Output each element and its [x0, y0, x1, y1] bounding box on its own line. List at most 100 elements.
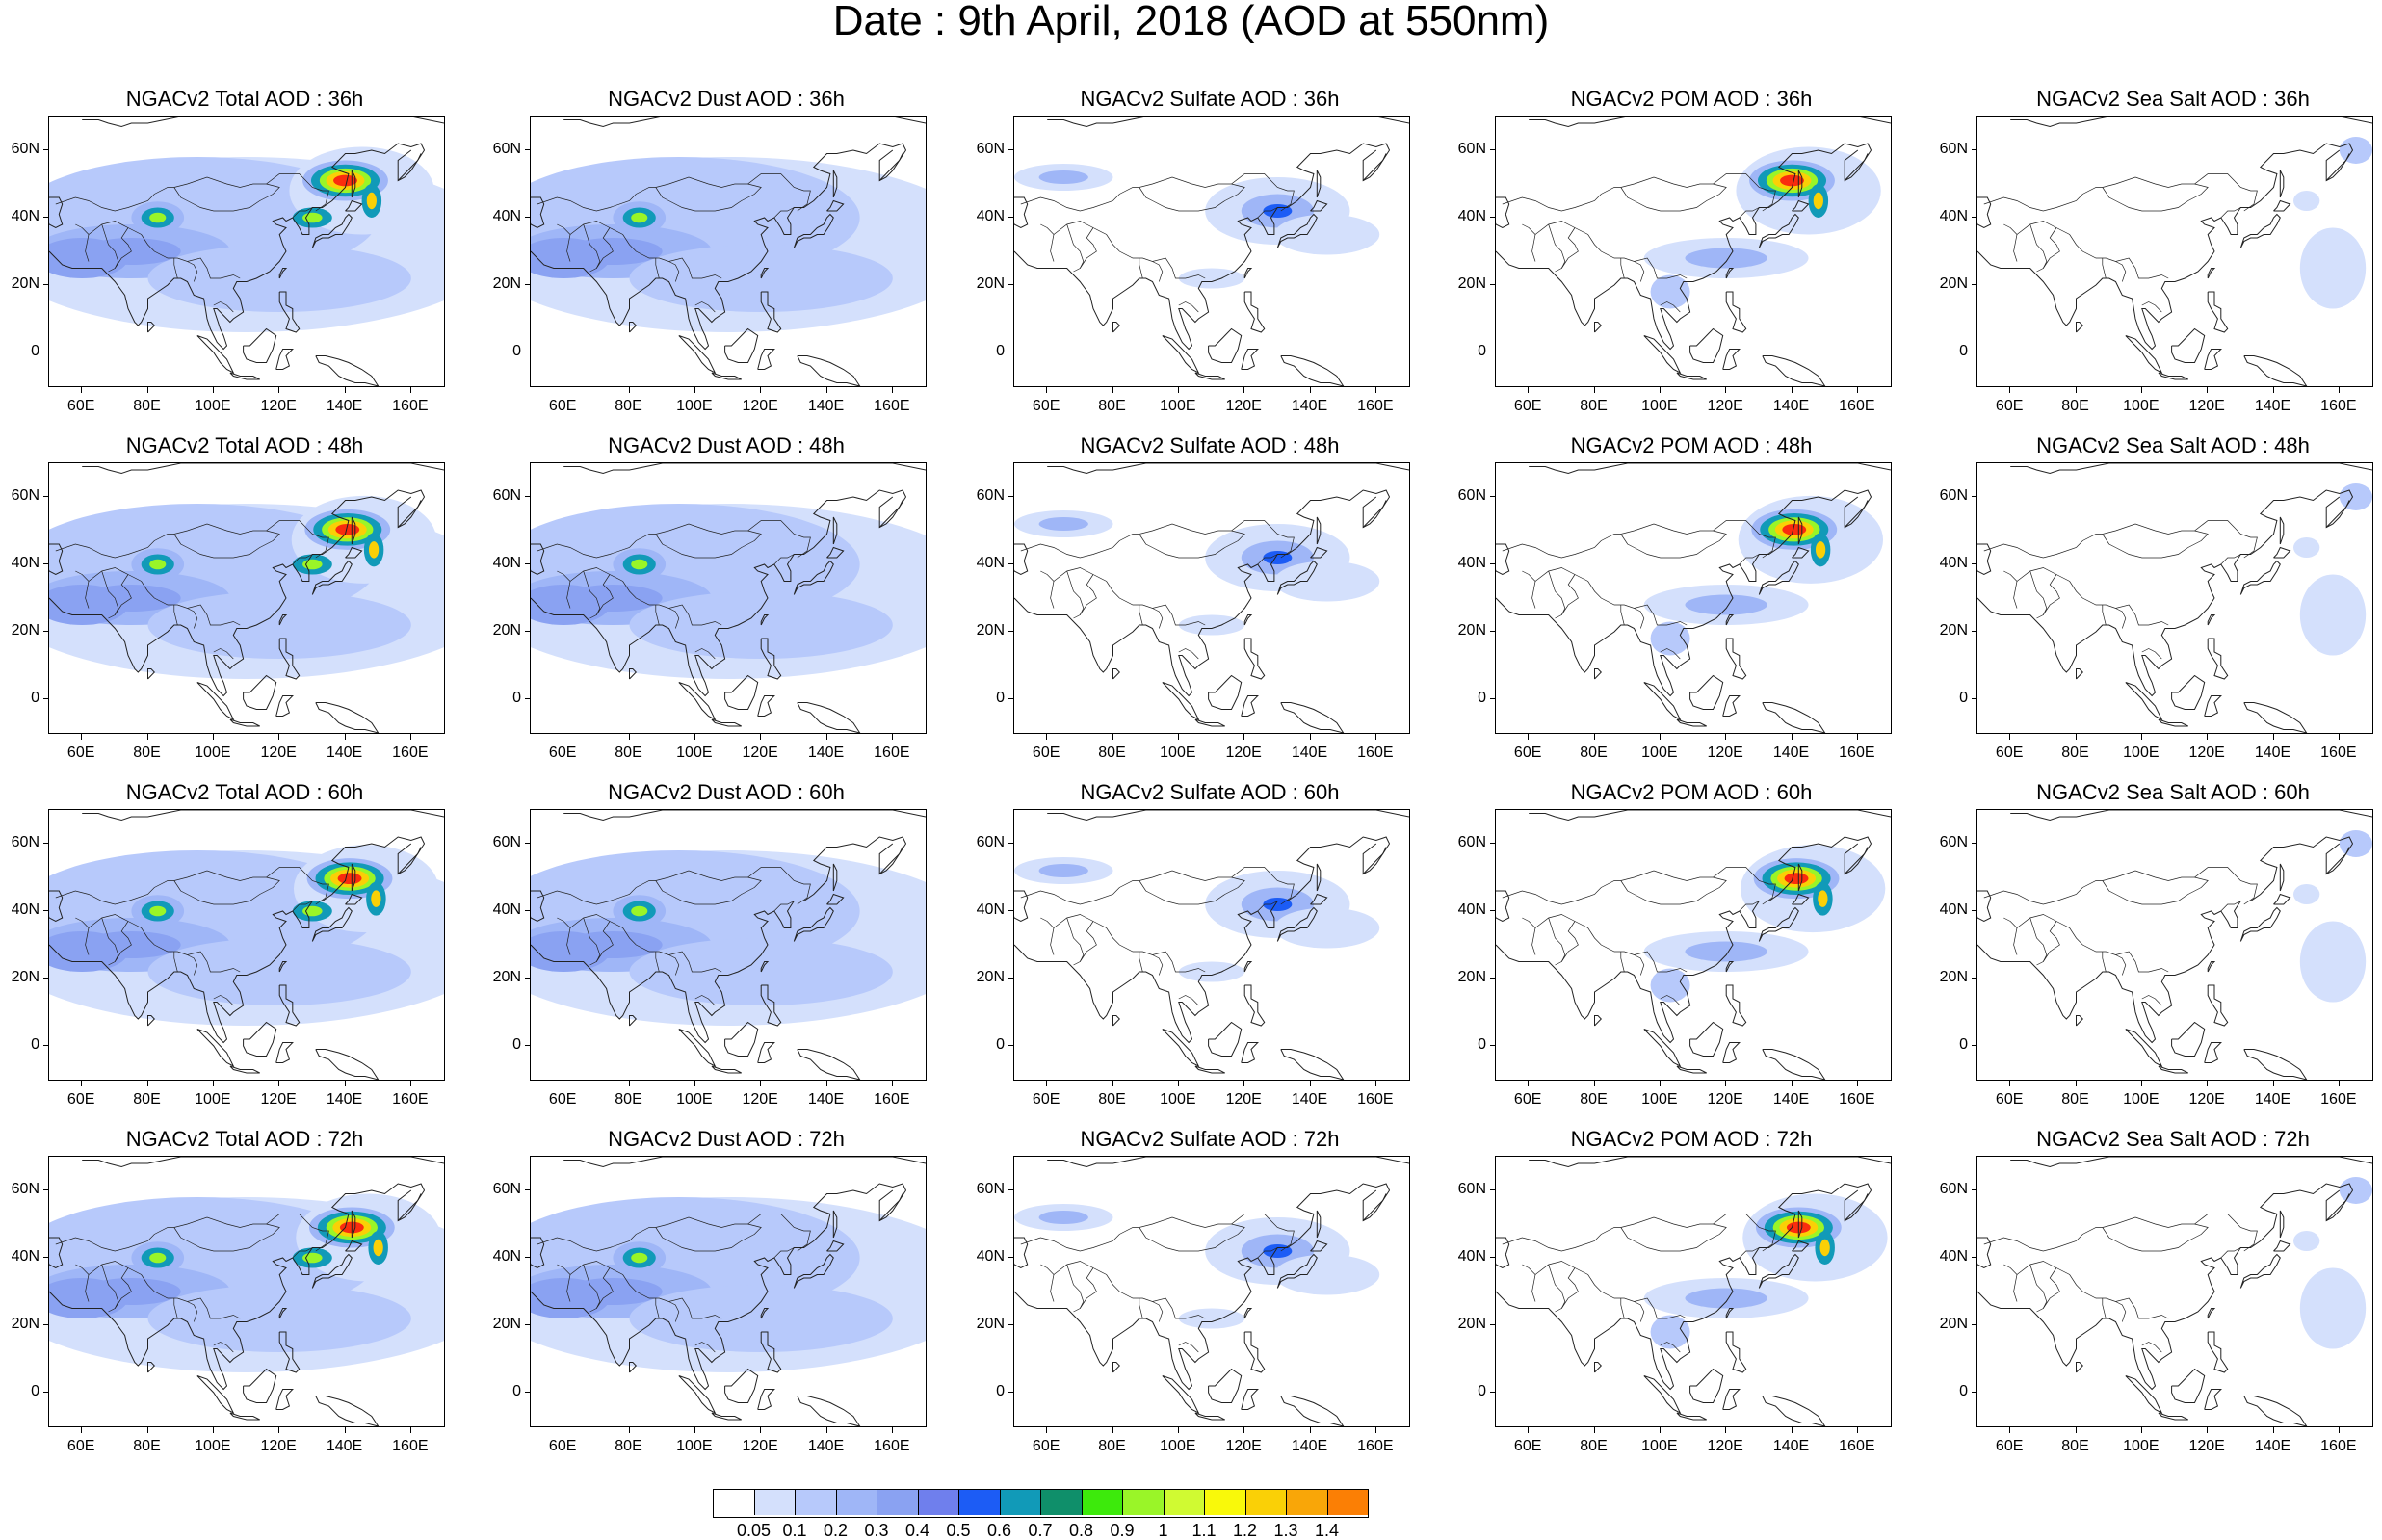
country-border: [2102, 1223, 2209, 1252]
map-plot: [1977, 117, 2372, 386]
lat-tick: [525, 217, 531, 218]
lat-tick-label: 60N: [976, 487, 1005, 504]
coastline: [1162, 335, 1200, 375]
aod-field-contour: [1038, 517, 1088, 531]
coastline: [82, 1157, 444, 1168]
aod-field-contour: [1819, 1239, 1830, 1257]
lat-tick-label: 40N: [492, 555, 521, 571]
lon-tick-label: 60E: [1995, 398, 2024, 414]
country-border: [173, 1298, 178, 1319]
country-border: [1620, 258, 1625, 279]
map-plot: [49, 1157, 444, 1426]
lon-tick: [1659, 1081, 1661, 1086]
coastline: [1977, 1183, 2354, 1391]
coastline: [2171, 1021, 2206, 1057]
lon-tick-label: 140E: [1772, 398, 1810, 414]
country-border: [75, 223, 90, 262]
lat-tick: [1972, 843, 1977, 844]
country-border: [2102, 530, 2209, 559]
map-plot: [1496, 810, 1891, 1080]
map-frame: [1013, 1156, 1410, 1427]
coastline: [1112, 668, 1120, 680]
lon-tick: [2140, 387, 2142, 393]
coastline: [1208, 1021, 1243, 1057]
country-border: [1660, 301, 1681, 313]
colorbar-swatch: [918, 1490, 959, 1515]
colorbar: [713, 1489, 1369, 1518]
coastline: [275, 695, 294, 717]
lon-tick: [760, 734, 762, 740]
lon-tick: [891, 1427, 893, 1433]
lon-tick: [891, 1081, 893, 1086]
lat-tick: [525, 910, 531, 911]
coastline: [315, 1049, 380, 1080]
aod-field-contour: [1685, 594, 1767, 615]
lon-tick: [1593, 1427, 1595, 1433]
lon-tick: [344, 1081, 346, 1086]
lon-tick-label: 80E: [2061, 1438, 2089, 1454]
lon-tick-label: 140E: [1291, 1438, 1328, 1454]
coastline: [832, 1210, 838, 1239]
coastline: [345, 1240, 363, 1252]
coastline: [793, 906, 834, 942]
map-panel: NGACv2 Dust AOD : 72h 60N 40N 20N 0 60E 80E 100…: [493, 1127, 928, 1474]
lat-tick-label: 0: [31, 1383, 39, 1399]
lon-tick: [1856, 734, 1858, 740]
coastline: [2171, 674, 2206, 710]
country-border: [2043, 574, 2060, 615]
lon-tick: [409, 1427, 411, 1433]
aod-field-contour: [1273, 1254, 1380, 1295]
coastline: [1676, 372, 1707, 380]
country-border: [2043, 921, 2060, 962]
coastline: [757, 1389, 775, 1410]
lat-tick: [43, 1045, 49, 1046]
lat-tick-label: 20N: [492, 622, 521, 639]
coastline: [1758, 560, 1799, 595]
coastline: [2207, 291, 2229, 333]
coastline: [147, 322, 155, 333]
lon-tick-label: 160E: [874, 744, 910, 761]
coastline: [1758, 906, 1799, 942]
coastline: [1977, 836, 2354, 1044]
lon-tick-label: 100E: [2123, 1091, 2160, 1108]
lon-tick: [1112, 734, 1113, 740]
lon-tick-label: 160E: [874, 1438, 910, 1454]
lon-tick-label: 160E: [1357, 1438, 1394, 1454]
lon-tick: [1309, 1081, 1311, 1086]
lat-tick: [1490, 496, 1496, 497]
coastline: [1758, 213, 1799, 248]
lon-tick: [1243, 734, 1245, 740]
aod-field-contour: [1815, 541, 1826, 559]
lon-tick: [81, 1427, 83, 1433]
lon-tick-label: 60E: [1513, 1438, 1542, 1454]
map-frame: [1495, 116, 1892, 387]
coastline: [275, 349, 294, 370]
lon-tick: [2272, 734, 2274, 740]
coastline: [1316, 516, 1322, 545]
coastline: [1722, 1042, 1741, 1063]
coastline: [1243, 961, 1253, 973]
country-border: [1020, 520, 1295, 559]
aod-field-contour: [373, 1239, 383, 1257]
country-border: [187, 608, 198, 629]
lon-tick-label: 160E: [874, 1091, 910, 1108]
coastline: [1194, 1412, 1225, 1421]
coastline: [1316, 170, 1322, 198]
country-border: [1066, 917, 1085, 966]
lat-tick: [43, 1392, 49, 1393]
country-border: [1053, 1261, 1206, 1319]
coastline: [1594, 1015, 1602, 1027]
lon-tick-label: 100E: [676, 744, 713, 761]
country-border: [569, 567, 722, 626]
coastline: [275, 1389, 294, 1410]
country-border: [596, 1267, 614, 1309]
country-border: [1139, 1298, 1143, 1319]
lon-tick: [1791, 1427, 1793, 1433]
country-border: [2016, 1261, 2169, 1319]
coastline: [1792, 546, 1810, 559]
lon-tick: [81, 387, 83, 393]
map-frame: [1013, 462, 1410, 734]
coastline: [49, 1237, 64, 1269]
coastline: [147, 668, 155, 680]
map-panel: NGACv2 Dust AOD : 60h 60N 40N 20N 0 60E 80E 100…: [493, 780, 928, 1127]
